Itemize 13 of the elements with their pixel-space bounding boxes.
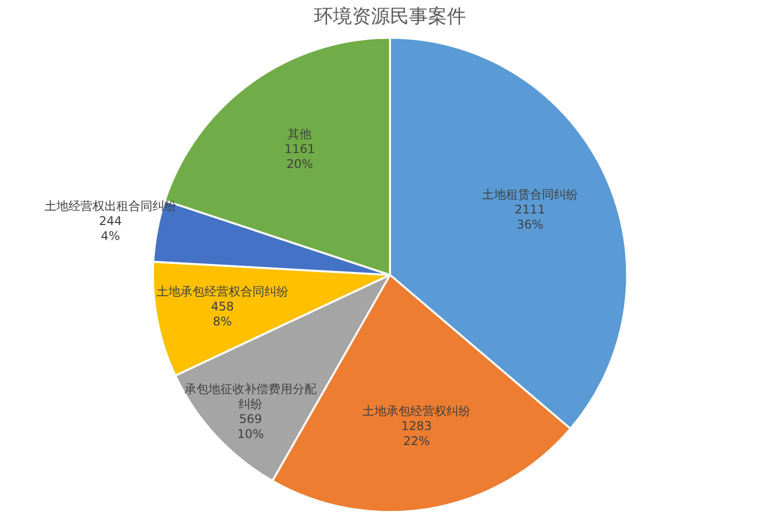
slice-label: 土地租赁合同纠纷	[482, 187, 578, 202]
slice-label: 土地承包经营权纠纷	[362, 404, 471, 418]
data-label: 2111 36%	[514, 202, 546, 232]
data-label: 458 8%	[210, 300, 234, 329]
slice-label: 承包地征收补偿费用分配纠纷	[184, 382, 317, 412]
slice-label: 土地经营权出租合同纠纷	[44, 199, 176, 214]
slice-label: 其他	[288, 127, 312, 142]
slice-label: 土地承包经营权合同纠纷	[156, 284, 288, 299]
data-label: 569 10%	[237, 412, 264, 442]
data-label: 1283 22%	[401, 418, 432, 448]
data-label: 1161 20%	[284, 142, 315, 172]
chart-title: 环境资源民事案件	[314, 5, 466, 28]
data-label: 244 4%	[98, 214, 122, 244]
